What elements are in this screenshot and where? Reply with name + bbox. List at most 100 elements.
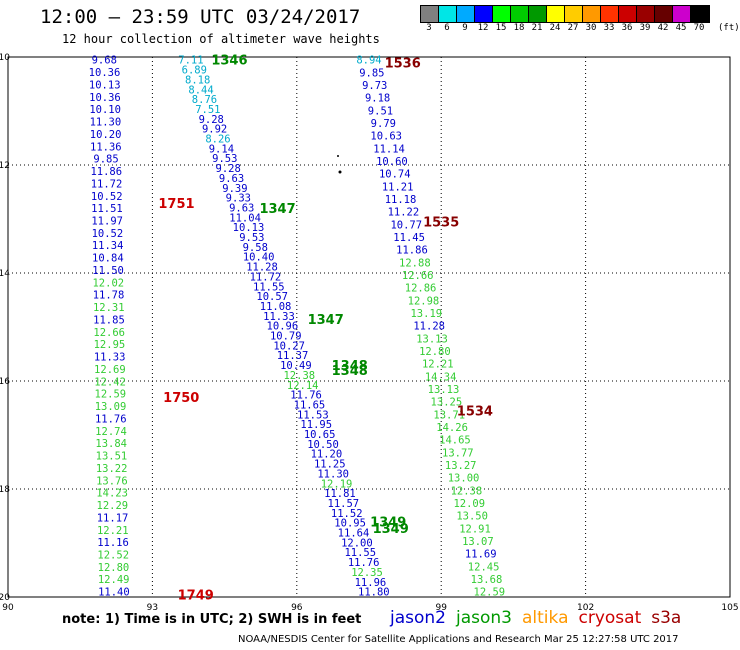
- legend-label-3: 3: [426, 23, 432, 33]
- wave-height-value: 11.86: [90, 166, 122, 178]
- track-b: 7.116.898.188.448.767.519.289.928.269.14…: [178, 55, 389, 599]
- wave-height-value: 10.96: [267, 321, 299, 333]
- footer-note: note: 1) Time is in UTC; 2) SWH is in fe…: [62, 612, 362, 627]
- wave-height-value: 6.89: [182, 65, 207, 77]
- x-tick-label: 90: [2, 603, 14, 613]
- legend-swatch-18: [511, 6, 529, 22]
- wave-height-value: 9.51: [368, 105, 393, 117]
- wave-height-value: 11.69: [465, 549, 497, 561]
- x-tick-label: 99: [435, 603, 447, 613]
- wave-height-value: 11.33: [263, 311, 295, 323]
- wave-height-value: 11.80: [358, 587, 390, 599]
- legend-swatch-30: [583, 6, 601, 22]
- satellite-jason3: jason3: [456, 608, 512, 628]
- wave-height-value: 11.97: [91, 216, 123, 228]
- wave-height-value: 8.44: [188, 84, 213, 96]
- wave-height-value: 12.19: [321, 478, 353, 490]
- satellite-s3a: s3a: [651, 608, 682, 628]
- wave-height-value: 11.52: [331, 508, 363, 520]
- wave-height-value: 13.51: [96, 451, 128, 463]
- wave-height-value: 9.63: [229, 202, 254, 214]
- wave-height-value: 13.07: [462, 536, 494, 548]
- wave-height-value: 8.18: [185, 74, 210, 86]
- legend-swatch-15: [493, 6, 511, 22]
- wave-height-value: 11.36: [90, 141, 122, 153]
- chart-subtitle: 12 hour collection of altimeter wave hei…: [62, 32, 380, 46]
- wave-height-value: 11.34: [92, 240, 124, 252]
- wave-height-value: 12.80: [98, 562, 130, 574]
- y-tick-label: -20: [0, 593, 10, 603]
- wave-height-value: 9.53: [212, 153, 237, 165]
- pass-time-label: 1347: [259, 202, 295, 217]
- legend-label-30: 30: [585, 23, 597, 33]
- wave-height-value: 10.36: [89, 67, 121, 79]
- wave-height-value: 11.76: [348, 557, 380, 569]
- wave-height-value: 12.49: [98, 574, 130, 586]
- wave-height-value: 14.65: [439, 435, 471, 447]
- wave-height-value: 11.30: [90, 117, 122, 129]
- wave-height-value: 9.58: [243, 242, 268, 254]
- wave-height-value: 13.71: [433, 409, 465, 421]
- x-tick-label: 105: [721, 603, 738, 613]
- wave-height-value: 13.77: [442, 447, 474, 459]
- wave-height-value: 11.04: [229, 212, 261, 224]
- wave-height-value: 13.00: [448, 473, 480, 485]
- wave-height-value: 10.20: [90, 129, 122, 141]
- x-tick-label: 96: [291, 603, 303, 613]
- wave-height-value: 9.85: [93, 154, 118, 166]
- legend-swatch-36: [619, 6, 637, 22]
- wave-height-value: 9.18: [365, 93, 390, 105]
- wave-height-value: 11.30: [317, 468, 349, 480]
- wave-height-value: 11.17: [97, 512, 129, 524]
- legend-label-70: 70: [693, 23, 705, 33]
- x-tick-label: 102: [577, 603, 594, 613]
- wave-height-value: 9.14: [209, 143, 234, 155]
- legend-swatch-27: [565, 6, 583, 22]
- wave-height-value: 11.50: [92, 265, 124, 277]
- wave-height-value: 11.78: [93, 290, 125, 302]
- wave-height-value: 10.60: [376, 156, 408, 168]
- legend-swatch-6: [439, 6, 457, 22]
- pass-time-label: 1536: [385, 56, 421, 71]
- wave-height-value: 12.88: [399, 257, 431, 269]
- wave-height-value: 11.40: [98, 587, 130, 599]
- wave-height-value: 11.85: [93, 314, 125, 326]
- wave-height-value: 10.13: [89, 79, 121, 91]
- pass-time-label: 1535: [423, 216, 459, 231]
- legend-label-6: 6: [444, 23, 450, 33]
- pass-time-label: 1347: [308, 313, 344, 328]
- y-tick-label: -18: [0, 485, 10, 495]
- wave-height-value: 11.76: [290, 390, 322, 402]
- wave-height-value: 12.38: [451, 485, 483, 497]
- wave-height-value: 13.19: [410, 308, 442, 320]
- wave-height-value: 9.63: [219, 173, 244, 185]
- wave-height-value: 10.65: [304, 429, 336, 441]
- legend-label-12: 12: [477, 23, 489, 33]
- track-a: 9.6810.3610.1310.3610.1011.3010.2011.369…: [89, 55, 130, 599]
- wave-height-value: 10.50: [307, 439, 339, 451]
- wave-height-value: 13.09: [95, 401, 127, 413]
- wave-height-value: 13.50: [456, 511, 488, 523]
- color-scale-labels: 3 6 9 12 15 18 21 24 27 30 33 36 39 42 45 70: [420, 23, 708, 33]
- wave-height-value: 11.55: [344, 547, 376, 559]
- chart-title: 12:00 – 23:59 UTC 03/24/2017: [40, 6, 361, 28]
- wave-height-value: 9.28: [216, 163, 241, 175]
- wave-height-value: 11.18: [385, 194, 417, 206]
- wave-height-value: 12.42: [94, 376, 126, 388]
- wave-height-value: 9.73: [362, 80, 387, 92]
- wave-height-value: 9.68: [92, 55, 117, 67]
- wave-height-value: 11.28: [413, 321, 445, 333]
- wave-height-value: 10.84: [92, 253, 124, 265]
- wave-height-value: 11.81: [324, 488, 356, 500]
- pass-time-label: 1349: [373, 522, 409, 537]
- legend-swatch-21: [529, 6, 547, 22]
- y-tick-label: -10: [0, 53, 10, 63]
- wave-height-value: 13.76: [96, 475, 128, 487]
- x-tick-label: 93: [147, 603, 158, 613]
- wave-height-value: 11.16: [97, 537, 129, 549]
- wave-height-value: 13.22: [96, 463, 128, 475]
- wave-height-value: 12.59: [474, 587, 506, 599]
- wave-height-value: 9.33: [226, 193, 251, 205]
- wave-height-value: 12.74: [95, 426, 127, 438]
